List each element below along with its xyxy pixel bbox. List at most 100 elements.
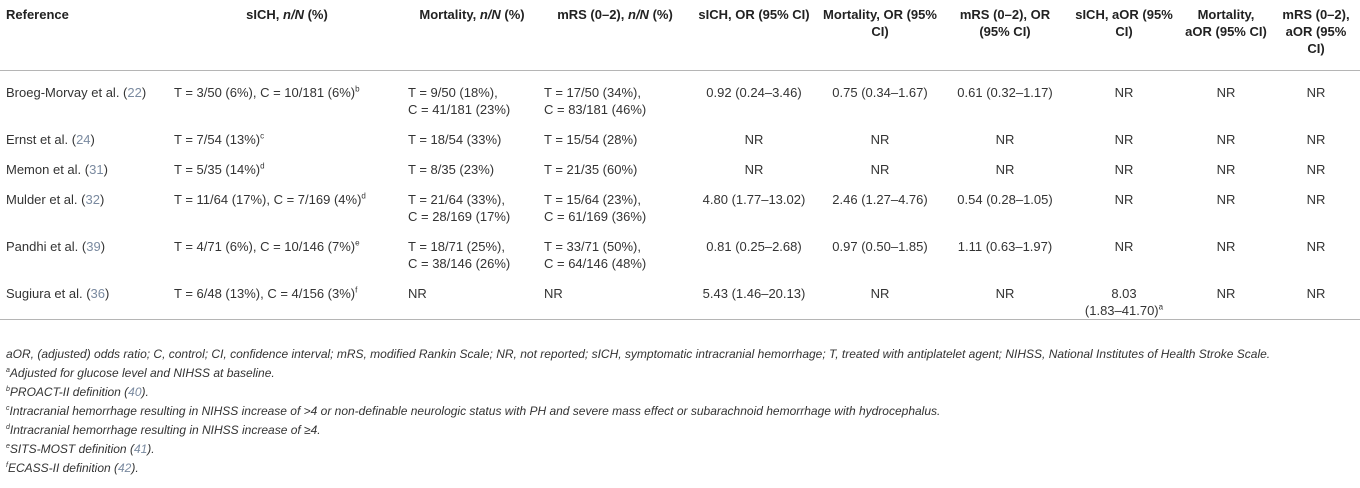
cell-mrs: T = 21/35 (60%) xyxy=(540,148,690,178)
table-row: Mulder et al. (32) T = 11/64 (17%), C = 7… xyxy=(0,178,1360,225)
cell-mrs-line2: C = 83/181 (46%) xyxy=(544,101,647,117)
cell-mrs-aor: NR xyxy=(1306,131,1326,147)
cell-mortality-aor: NR xyxy=(1216,161,1236,177)
citation-link[interactable]: 22 xyxy=(127,84,142,100)
cell-sich-aor-value: NR xyxy=(1114,84,1134,100)
citation-link[interactable]: 31 xyxy=(89,161,104,177)
header-mrs-or: mRS (0–2), OR (95% CI) xyxy=(942,0,1068,71)
cell-mrs-aor: NR xyxy=(1272,271,1360,320)
header-mortality: Mortality, n/N (%) xyxy=(404,0,540,71)
cell-sich: T = 5/35 (14%)d xyxy=(174,161,265,177)
cell-mrs-aor: NR xyxy=(1306,238,1326,254)
cell-sich-aor: 8.03 (1.83–41.70)a xyxy=(1068,271,1180,320)
cell-mortality-line1: T = 9/50 (18%), xyxy=(408,84,498,100)
cell-mrs-or: NR xyxy=(942,271,1068,320)
cell-mortality-line1: NR xyxy=(408,285,427,301)
table-row: Sugiura et al. (36) T = 6/48 (13%), C = 4… xyxy=(0,271,1360,320)
cell-mrs-or: NR xyxy=(995,131,1015,147)
cell-sich: T = 4/71 (6%), C = 10/146 (7%)e xyxy=(174,238,360,254)
cell-sich-aor: NR xyxy=(1068,70,1180,118)
cell-reference: Sugiura et al. (36) xyxy=(0,271,170,320)
cell-sich-aor-value: NR xyxy=(1114,131,1134,147)
cell-mortality-or: 0.97 (0.50–1.85) xyxy=(832,238,928,254)
cell-mortality-or: NR xyxy=(870,161,890,177)
cell-mrs-or: NR xyxy=(995,161,1015,177)
cell-mrs-line1: T = 15/54 (28%) xyxy=(544,131,638,147)
cell-mrs-or: 0.61 (0.32–1.17) xyxy=(957,84,1053,100)
cell-reference: Broeg-Morvay et al. (22) xyxy=(6,84,147,100)
cell-mortality-line2: C = 28/169 (17%) xyxy=(408,208,511,224)
cell-sich-aor-ci: (1.83–41.70)a xyxy=(1084,302,1164,318)
cell-mrs-or: 1.11 (0.63–1.97) xyxy=(957,238,1053,254)
cell-mortality-or: 2.46 (1.27–4.76) xyxy=(832,191,928,207)
cell-mortality: T = 18/71 (25%), C = 38/146 (26%) xyxy=(404,225,540,272)
cell-mortality-line2: C = 38/146 (26%) xyxy=(408,255,511,271)
cell-mortality-aor: NR xyxy=(1216,238,1236,254)
header-reference: Reference xyxy=(0,0,170,71)
footnote-a: aAdjusted for glucose level and NIHSS at… xyxy=(6,366,275,380)
cell-mortality: T = 18/54 (33%) xyxy=(404,118,540,148)
footnote-c: cIntracranial hemorrhage resulting in NI… xyxy=(6,404,941,418)
cell-sich: T = 7/54 (13%)c xyxy=(174,131,265,147)
cell-mortality-or: 0.75 (0.34–1.67) xyxy=(832,84,928,100)
cell-sich: T = 3/50 (6%), C = 10/181 (6%)b xyxy=(174,84,360,100)
cell-sich-aor-value: NR xyxy=(1114,238,1134,254)
table-row: Broeg-Morvay et al. (22) T = 3/50 (6%), C… xyxy=(0,70,1360,118)
cell-reference: Pandhi et al. (39) xyxy=(6,238,106,254)
cell-mortality-aor: NR xyxy=(1216,191,1236,207)
cell-sich-aor-value: 8.03 xyxy=(1111,285,1137,301)
cell-mortality-line1: T = 18/71 (25%), xyxy=(408,238,505,254)
cell-mrs: T = 15/54 (28%) xyxy=(540,118,690,148)
header-mortality-aor: Mortality, aOR (95% CI) xyxy=(1180,0,1272,71)
cell-mortality-line1: T = 18/54 (33%) xyxy=(408,131,502,147)
cell-mrs-line2: C = 61/169 (36%) xyxy=(544,208,647,224)
footnote-mark: d xyxy=(260,161,265,171)
results-table: Reference sICH, n/N (%) Mortality, n/N (… xyxy=(0,0,1360,320)
cell-sich-or: 4.80 (1.77–13.02) xyxy=(702,191,806,207)
cell-mrs-line1: T = 17/50 (34%), xyxy=(544,84,641,100)
cell-sich-or: NR xyxy=(744,131,764,147)
citation-link[interactable]: 39 xyxy=(86,238,101,254)
table-row: Pandhi et al. (39) T = 4/71 (6%), C = 10/… xyxy=(0,225,1360,272)
cell-reference: Memon et al. (31) xyxy=(6,161,108,177)
header-row: Reference sICH, n/N (%) Mortality, n/N (… xyxy=(0,0,1360,71)
cell-reference: Ernst et al. (24) xyxy=(6,131,95,147)
cell-mortality-line2: C = 41/181 (23%) xyxy=(408,101,511,117)
citation-link[interactable]: 36 xyxy=(90,285,106,301)
cell-reference: Mulder et al. (32) xyxy=(6,191,105,207)
cell-sich: T = 11/64 (17%), C = 7/169 (4%)d xyxy=(174,191,366,207)
citation-link[interactable]: 24 xyxy=(76,131,91,147)
cell-mrs-aor: NR xyxy=(1306,161,1326,177)
footnote-mark: e xyxy=(355,238,360,248)
table-body: Broeg-Morvay et al. (22) T = 3/50 (6%), C… xyxy=(0,70,1360,320)
cell-mrs-line1: NR xyxy=(544,285,563,301)
cell-mortality: T = 8/35 (23%) xyxy=(404,148,540,178)
footnote-mark: b xyxy=(355,84,360,94)
table-footnotes: aOR, (adjusted) odds ratio; C, control; … xyxy=(6,345,1346,478)
cell-mrs: NR xyxy=(540,271,690,320)
footnote-f: fECASS-II definition (42). xyxy=(6,461,139,475)
header-mortality-or: Mortality, OR (95% CI) xyxy=(818,0,942,71)
cell-mortality-line1: T = 8/35 (23%) xyxy=(408,161,495,177)
table-row: Ernst et al. (24) T = 7/54 (13%)c T = 18/5… xyxy=(0,118,1360,148)
header-sich-aor: sICH, aOR (95% CI) xyxy=(1068,0,1180,71)
cell-mrs-line1: T = 33/71 (50%), xyxy=(544,238,641,254)
cell-mortality-aor: NR xyxy=(1216,84,1236,100)
cell-mortality-or: NR xyxy=(870,131,890,147)
cell-mrs: T = 33/71 (50%), C = 64/146 (48%) xyxy=(540,225,690,272)
cell-sich-aor: NR xyxy=(1068,178,1180,225)
header-sich: sICH, n/N (%) xyxy=(170,0,404,71)
cell-mrs-line1: T = 15/64 (23%), xyxy=(544,191,641,207)
header-mrs: mRS (0–2), n/N (%) xyxy=(540,0,690,71)
cell-sich-or: 0.81 (0.25–2.68) xyxy=(706,238,802,254)
citation-link[interactable]: 32 xyxy=(85,191,100,207)
cell-mortality: T = 9/50 (18%), C = 41/181 (23%) xyxy=(404,70,540,118)
cell-sich-aor: NR xyxy=(1068,118,1180,148)
cell-sich-or: 0.92 (0.24–3.46) xyxy=(706,84,802,100)
footnote-b: bPROACT-II definition (40). xyxy=(6,385,149,399)
cell-sich-aor-value: NR xyxy=(1114,161,1134,177)
cell-sich-aor: NR xyxy=(1068,148,1180,178)
cell-sich-aor: NR xyxy=(1068,225,1180,272)
cell-mrs-line2: C = 64/146 (48%) xyxy=(544,255,647,271)
cell-mrs-aor: NR xyxy=(1306,191,1326,207)
